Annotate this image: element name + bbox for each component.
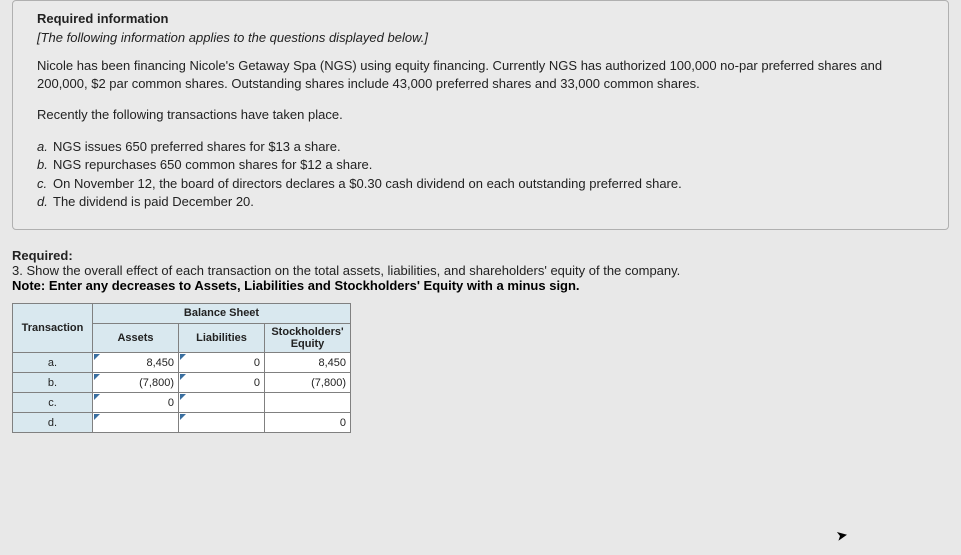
- cell-value: 8,450: [318, 357, 346, 369]
- row-label: d.: [13, 413, 93, 433]
- list-label: c.: [37, 175, 53, 193]
- cell-liabilities[interactable]: 0: [179, 353, 265, 373]
- row-label: a.: [13, 353, 93, 373]
- list-text: On November 12, the board of directors d…: [53, 176, 682, 191]
- required-information-box: Required information [The following info…: [12, 0, 949, 230]
- cell-assets[interactable]: 8,450: [93, 353, 179, 373]
- info-subheading: [The following information applies to th…: [37, 30, 924, 45]
- cell-value: 8,450: [146, 357, 174, 369]
- list-text: NGS repurchases 650 common shares for $1…: [53, 157, 372, 172]
- col-transaction: Transaction: [13, 303, 93, 352]
- col-liabilities: Liabilities: [179, 323, 265, 352]
- cell-value: (7,800): [311, 377, 346, 389]
- cell-value: 0: [254, 377, 260, 389]
- cell-marker-icon: [94, 354, 100, 360]
- cell-equity[interactable]: [265, 393, 351, 413]
- required-question: 3. Show the overall effect of each trans…: [12, 263, 680, 278]
- list-item: c.On November 12, the board of directors…: [37, 175, 924, 193]
- info-paragraph-2: Recently the following transactions have…: [37, 106, 924, 124]
- row-label: c.: [13, 393, 93, 413]
- cell-liabilities[interactable]: [179, 413, 265, 433]
- cell-value: 0: [168, 397, 174, 409]
- note-prefix: Note:: [12, 278, 49, 293]
- cell-assets[interactable]: 0: [93, 393, 179, 413]
- list-item: a.NGS issues 650 preferred shares for $1…: [37, 138, 924, 156]
- list-label: d.: [37, 193, 53, 211]
- transaction-list: a.NGS issues 650 preferred shares for $1…: [37, 138, 924, 211]
- required-line: 3. Show the overall effect of each trans…: [12, 263, 949, 278]
- cell-value: (7,800): [139, 377, 174, 389]
- balance-sheet-table-wrap: Transaction Balance Sheet Assets Liabili…: [12, 303, 961, 433]
- table-row: a. 8,450 0 8,450: [13, 353, 351, 373]
- info-heading: Required information: [37, 11, 924, 26]
- note-text: Enter any decreases to Assets, Liabiliti…: [49, 278, 580, 293]
- cell-marker-icon: [180, 354, 186, 360]
- col-stockholders-equity: Stockholders' Equity: [265, 323, 351, 352]
- list-item: b.NGS repurchases 650 common shares for …: [37, 156, 924, 174]
- list-label: a.: [37, 138, 53, 156]
- list-label: b.: [37, 156, 53, 174]
- info-paragraph-1: Nicole has been financing Nicole's Getaw…: [37, 57, 924, 92]
- cell-liabilities[interactable]: [179, 393, 265, 413]
- cell-equity[interactable]: 8,450: [265, 353, 351, 373]
- cell-liabilities[interactable]: 0: [179, 373, 265, 393]
- cell-value: 0: [340, 417, 346, 429]
- list-item: d.The dividend is paid December 20.: [37, 193, 924, 211]
- col-group-balance-sheet: Balance Sheet: [93, 303, 351, 323]
- required-note: Note: Enter any decreases to Assets, Lia…: [12, 278, 949, 293]
- list-text: NGS issues 650 preferred shares for $13 …: [53, 139, 341, 154]
- cursor-icon: ➤: [835, 526, 850, 545]
- cell-marker-icon: [94, 414, 100, 420]
- cell-equity[interactable]: (7,800): [265, 373, 351, 393]
- table-row: d. 0: [13, 413, 351, 433]
- cell-marker-icon: [180, 394, 186, 400]
- balance-sheet-table: Transaction Balance Sheet Assets Liabili…: [12, 303, 351, 433]
- required-title: Required:: [12, 248, 949, 263]
- table-row: b. (7,800) 0 (7,800): [13, 373, 351, 393]
- cell-assets[interactable]: [93, 413, 179, 433]
- cell-marker-icon: [180, 414, 186, 420]
- required-block: Required: 3. Show the overall effect of …: [12, 248, 949, 293]
- list-text: The dividend is paid December 20.: [53, 194, 254, 209]
- table-row: c. 0: [13, 393, 351, 413]
- cell-assets[interactable]: (7,800): [93, 373, 179, 393]
- cell-equity[interactable]: 0: [265, 413, 351, 433]
- cell-marker-icon: [180, 374, 186, 380]
- col-assets: Assets: [93, 323, 179, 352]
- cell-value: 0: [254, 357, 260, 369]
- row-label: b.: [13, 373, 93, 393]
- cell-marker-icon: [94, 394, 100, 400]
- cell-marker-icon: [94, 374, 100, 380]
